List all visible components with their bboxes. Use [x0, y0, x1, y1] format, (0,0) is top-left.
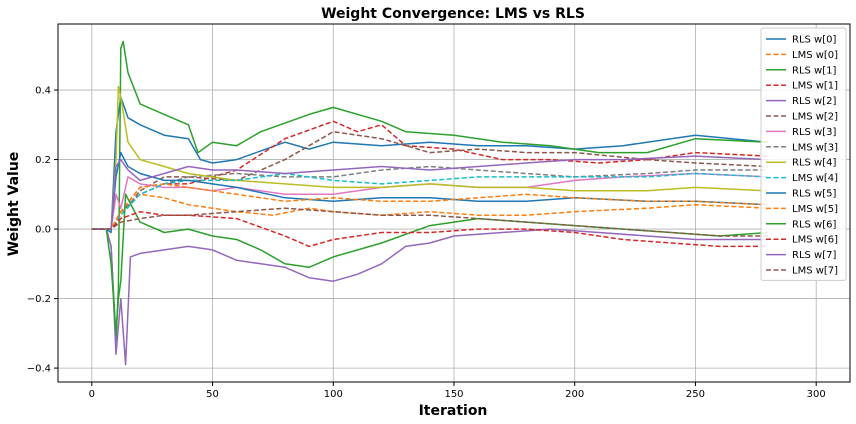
x-tick-label: 200: [565, 389, 584, 400]
legend-label: RLS w[7]: [792, 250, 836, 261]
series-line-rls-w-5: [91, 151, 768, 230]
legend-label: RLS w[1]: [792, 65, 836, 76]
series-line-lms-w-3: [91, 165, 768, 230]
y-axis-label: Weight Value: [6, 152, 22, 257]
series-line-lms-w-5: [91, 183, 768, 230]
series-line-lms-w-2: [91, 130, 768, 230]
series-line-rls-w-6: [91, 193, 768, 335]
grid: [58, 24, 850, 382]
series-line-lms-w-7: [91, 207, 768, 237]
x-tick-label: 100: [324, 389, 343, 400]
y-tick-label: 0.2: [35, 155, 51, 166]
axis-ticks: 0 50 100 150 200 250 300 −0.4 −0.2 0.0 0.2 0.4: [27, 86, 826, 400]
legend-label: RLS w[3]: [792, 127, 836, 138]
legend-label: LMS w[7]: [792, 266, 838, 277]
legend-label: LMS w[4]: [792, 173, 838, 184]
legend-label: RLS w[0]: [792, 35, 836, 46]
legend-label: LMS w[3]: [792, 142, 838, 153]
legend-label: LMS w[1]: [792, 81, 838, 92]
series-line-rls-w-7: [91, 155, 768, 230]
legend-label: RLS w[5]: [792, 189, 836, 200]
series-line-rls-w-4: [91, 85, 768, 230]
legend-label: RLS w[4]: [792, 158, 836, 169]
legend-label: LMS w[5]: [792, 204, 838, 215]
series-line-lms-w-0: [91, 193, 768, 230]
legend-label: LMS w[0]: [792, 50, 838, 61]
x-axis-label: Iteration: [419, 403, 488, 419]
chart-title: Weight Convergence: LMS vs RLS: [321, 6, 585, 22]
legend-label: LMS w[6]: [792, 235, 838, 246]
series-line-lms-w-4: [91, 172, 768, 230]
legend-label: RLS w[2]: [792, 96, 836, 107]
series-lines: [91, 40, 768, 366]
legend-label: RLS w[6]: [792, 219, 836, 230]
y-tick-label: −0.4: [27, 364, 51, 375]
legend-label: LMS w[2]: [792, 112, 838, 123]
y-tick-label: 0.4: [35, 86, 51, 97]
legend: RLS w[0] LMS w[0] RLS w[1] LMS w[1] RLS w[2]…: [760, 27, 847, 281]
x-tick-label: 0: [89, 389, 95, 400]
x-tick-label: 300: [807, 389, 826, 400]
series-line-rls-w-0: [91, 96, 768, 234]
x-tick-label: 250: [686, 389, 705, 400]
legend-box: [760, 27, 847, 281]
y-tick-label: −0.2: [27, 294, 51, 305]
x-tick-label: 50: [206, 389, 219, 400]
series-line-rls-w-3: [91, 172, 768, 230]
series-line-lms-w-6: [91, 210, 768, 248]
series-line-rls-w-2: [91, 228, 768, 366]
y-tick-label: 0.0: [35, 225, 51, 236]
series-line-rls-w-1: [91, 40, 768, 342]
x-tick-label: 150: [444, 389, 463, 400]
